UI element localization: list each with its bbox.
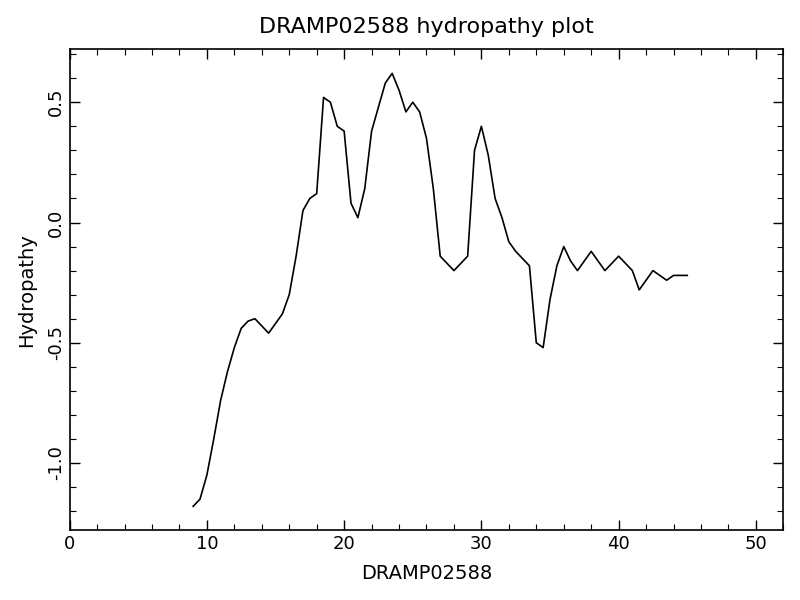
X-axis label: DRAMP02588: DRAMP02588 bbox=[361, 565, 492, 583]
Y-axis label: Hydropathy: Hydropathy bbox=[17, 233, 36, 347]
Title: DRAMP02588 hydropathy plot: DRAMP02588 hydropathy plot bbox=[259, 17, 594, 37]
